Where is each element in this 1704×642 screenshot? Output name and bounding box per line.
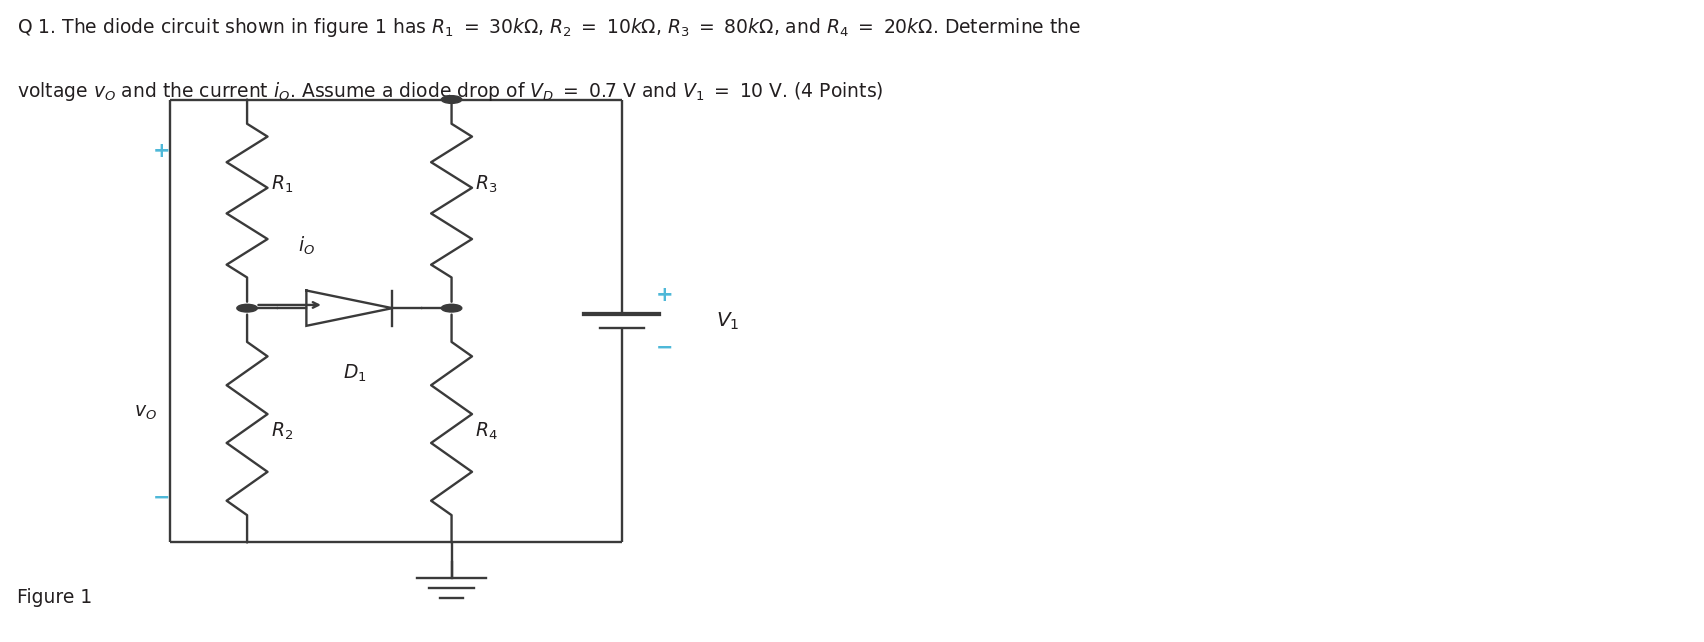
Text: Figure 1: Figure 1 — [17, 587, 92, 607]
Text: +: + — [153, 141, 170, 161]
Text: $V_1$: $V_1$ — [716, 310, 740, 332]
Text: $R_1$: $R_1$ — [271, 174, 293, 195]
Text: −: − — [656, 337, 673, 358]
Text: Q 1. The diode circuit shown in figure 1 has $R_1$ $=$ $30k\Omega$, $R_2$ $=$ $1: Q 1. The diode circuit shown in figure 1… — [17, 16, 1082, 39]
Circle shape — [237, 304, 257, 312]
Text: +: + — [656, 284, 673, 305]
Circle shape — [441, 304, 462, 312]
Text: $v_O$: $v_O$ — [135, 403, 157, 422]
Text: −: − — [153, 487, 170, 508]
Text: $D_1$: $D_1$ — [343, 363, 366, 384]
Text: $R_3$: $R_3$ — [475, 174, 498, 195]
Text: $R_2$: $R_2$ — [271, 421, 293, 442]
Text: $R_4$: $R_4$ — [475, 421, 498, 442]
Circle shape — [441, 96, 462, 103]
Text: $i_O$: $i_O$ — [298, 234, 315, 257]
Text: voltage $v_O$ and the current $i_O$. Assume a diode drop of $V_D$ $=$ 0.7 V and : voltage $v_O$ and the current $i_O$. Ass… — [17, 80, 884, 103]
